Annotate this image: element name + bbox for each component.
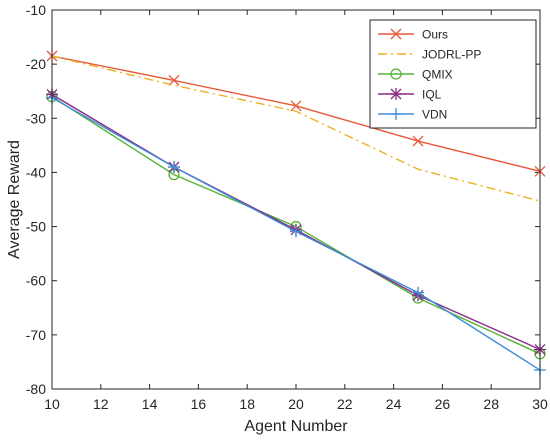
legend-marker [390,108,402,120]
y-tick-label: -40 [26,164,46,180]
series-line-jodrl-pp [51,55,541,202]
data-point-ours [168,74,180,86]
x-tick-label: 18 [239,396,255,412]
legend-marker [390,28,402,40]
data-point-vdn [412,286,424,299]
legend-label: JODRL-PP [422,48,481,62]
x-tick-label: 22 [337,396,353,412]
x-tick-label: 28 [483,396,499,412]
y-tick-label: -80 [26,381,46,397]
legend-marker [390,68,402,80]
y-axis-label: Average Reward [6,140,23,259]
legend-label: QMIX [422,68,453,82]
x-tick-label: 10 [44,396,60,412]
legend-item-jodrl-pp: JODRL-PP [378,48,481,62]
y-tick-label: -50 [26,219,46,235]
data-point-vdn [168,161,180,174]
series-vdn [46,91,546,377]
plot-area-frame [51,9,541,390]
data-point-ours [290,100,302,112]
data-point-vdn [290,225,302,238]
legend-item-qmix: QMIX [378,68,453,82]
legend-item-vdn: VDN [378,108,447,122]
legend-item-ours: Ours [378,28,448,42]
legend: Ours JODRL-PP QMIX IQL VDN [369,19,537,129]
x-tick-label: 20 [288,396,304,412]
x-tick-label: 16 [191,396,207,412]
y-tick-label: -20 [26,56,46,72]
legend-marker [390,88,402,100]
y-tick-label: -30 [26,110,46,126]
x-tick-label: 12 [93,396,109,412]
data-point-ours [412,135,424,147]
y-tick-label: -10 [26,2,46,18]
x-axis-label: Agent Number [244,418,348,435]
x-tick-label: 30 [532,396,548,412]
series-jodrl-pp [51,55,541,202]
legend-item-iql: IQL [378,88,442,102]
axis-ticks: 10 12 14 16 18 20 22 24 26 28 30 -80 -70 -60 -50 -40 -30… [26,2,548,412]
y-tick-label: -70 [26,327,46,343]
y-tick-label: -60 [26,273,46,289]
legend-label: VDN [422,108,447,122]
x-tick-label: 26 [435,396,451,412]
legend-label: Ours [422,28,448,42]
x-tick-label: 14 [142,396,158,412]
legend-label: IQL [422,88,442,102]
x-tick-label: 24 [386,396,402,412]
